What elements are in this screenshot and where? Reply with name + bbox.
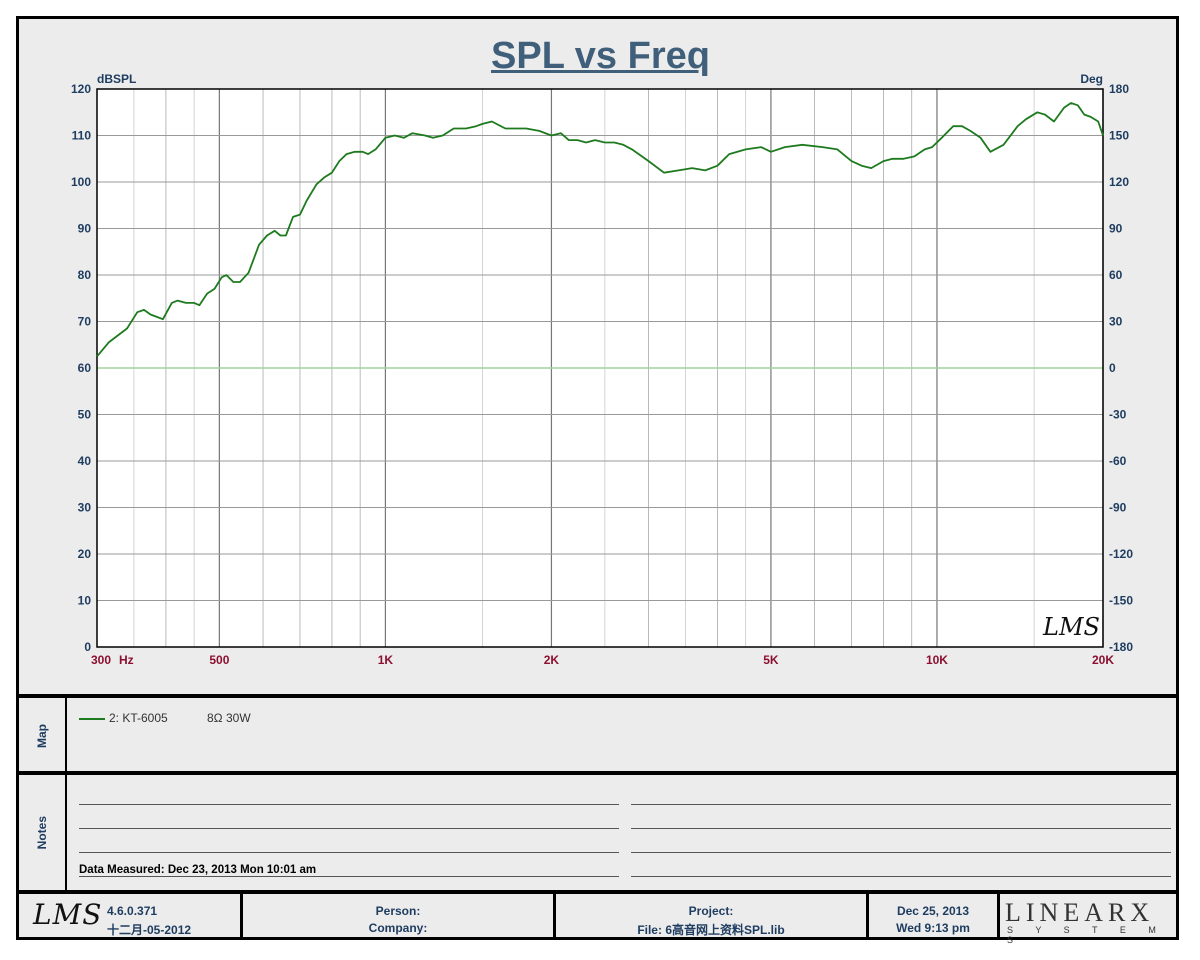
divider-notes-footer — [19, 890, 1176, 894]
y2-tick-label: 180 — [1109, 82, 1129, 96]
project-label: Project: — [688, 904, 734, 918]
y2-tick-label: 120 — [1109, 175, 1129, 189]
y2-tick-label: -30 — [1109, 408, 1127, 422]
notes-label: Notes — [35, 816, 49, 850]
linearx-brand: LINEARX — [1005, 898, 1155, 927]
map-label: Map — [35, 724, 49, 748]
spl-series-line — [96, 102, 1104, 357]
note-line — [79, 876, 619, 877]
y-tick-label: 50 — [78, 408, 92, 422]
y-tick-label: 10 — [78, 594, 92, 608]
legend-swatch — [79, 718, 105, 720]
note-line — [631, 876, 1171, 877]
y2-tick-label: 0 — [1109, 361, 1116, 375]
file-label: File: 6高音网上资料SPL.lib — [637, 923, 785, 937]
note-line — [79, 852, 619, 853]
y2-tick-label: 60 — [1109, 268, 1123, 282]
legend-series-desc: 8Ω 30W — [207, 711, 251, 725]
x-tick-label: 1K — [378, 653, 394, 667]
y-tick-label: 90 — [78, 222, 92, 236]
note-line — [631, 852, 1171, 853]
y2-tick-label: -180 — [1109, 640, 1133, 654]
version-number: 4.6.0.371 — [107, 904, 158, 918]
note-line — [79, 828, 619, 829]
spl-chart: 0 10 20 30 40 50 60 70 80 90 100 110 120 -180 -150 -120… — [71, 72, 1133, 667]
data-measured-text: Data Measured: Dec 23, 2013 Mon 10:01 am — [79, 864, 317, 876]
y-tick-label: 120 — [71, 82, 91, 96]
project-info: Project: File: 6高音网上资料SPL.lib — [556, 894, 866, 949]
y-tick-label: 100 — [71, 175, 91, 189]
plot-border — [96, 88, 1104, 648]
person-company: Person: Company: — [243, 894, 553, 949]
note-line — [79, 804, 619, 805]
footer-divider — [553, 894, 556, 939]
software-version: 4.6.0.371 十二月-05-2012 — [107, 894, 237, 949]
x-unit-label: Hz — [119, 653, 134, 667]
footer-divider — [240, 894, 243, 939]
version-date: 十二月-05-2012 — [107, 923, 192, 937]
y-tick-label: 110 — [72, 129, 92, 143]
legend-series-name: 2: KT-6005 — [109, 711, 168, 725]
linearx-systems: S Y S T E M S — [1007, 925, 1166, 945]
footer: LMS 4.6.0.371 十二月-05-2012 Person: Compan… — [19, 894, 1176, 945]
person-label: Person: — [375, 904, 421, 918]
footer-divider — [866, 894, 869, 939]
divider-plot-map — [19, 694, 1176, 698]
y2-tick-label: -120 — [1109, 547, 1133, 561]
y-axis-label: dBSPL — [97, 72, 136, 86]
lms-watermark: LMS — [1042, 613, 1100, 641]
report-frame: SPL vs Freq 0 10 20 30 40 50 60 70 80 90 100 110 120… — [16, 16, 1179, 945]
y2-tick-label: 90 — [1109, 222, 1123, 236]
date-time: Dec 25, 2013 Wed 9:13 pm — [869, 894, 997, 949]
y-tick-label: 20 — [78, 547, 92, 561]
y-tick-label: 0 — [84, 640, 91, 654]
report-date: Dec 25, 2013 — [896, 904, 970, 918]
y-tick-label: 40 — [78, 454, 92, 468]
y-tick-label: 30 — [78, 501, 92, 515]
x-tick-label: 5K — [763, 653, 779, 667]
chart-title: SPL vs Freq — [491, 35, 710, 77]
report-time: Wed 9:13 pm — [896, 921, 970, 935]
y-tick-label: 80 — [78, 268, 92, 282]
x-tick-label: 300 — [91, 653, 111, 667]
divider-map-notes — [19, 771, 1176, 775]
company-label: Company: — [368, 921, 428, 935]
y2-tick-label: 150 — [1109, 129, 1129, 143]
section-label-divider — [65, 696, 67, 892]
y2-tick-label: -60 — [1109, 454, 1127, 468]
x-tick-label: 500 — [209, 653, 229, 667]
y2-tick-label: 30 — [1109, 315, 1123, 329]
x-tick-label: 10K — [926, 653, 948, 667]
y2-tick-label: -150 — [1109, 594, 1133, 608]
note-line — [631, 804, 1171, 805]
footer-divider — [997, 894, 1000, 939]
y2-tick-label: -90 — [1109, 501, 1127, 515]
footer-lms-logo: LMS — [33, 898, 103, 931]
x-tick-label: 20K — [1092, 653, 1114, 667]
y-tick-label: 70 — [78, 315, 92, 329]
y2-axis-label: Deg — [1080, 72, 1103, 86]
note-line — [631, 828, 1171, 829]
x-tick-label: 2K — [544, 653, 560, 667]
y-tick-label: 60 — [78, 361, 92, 375]
